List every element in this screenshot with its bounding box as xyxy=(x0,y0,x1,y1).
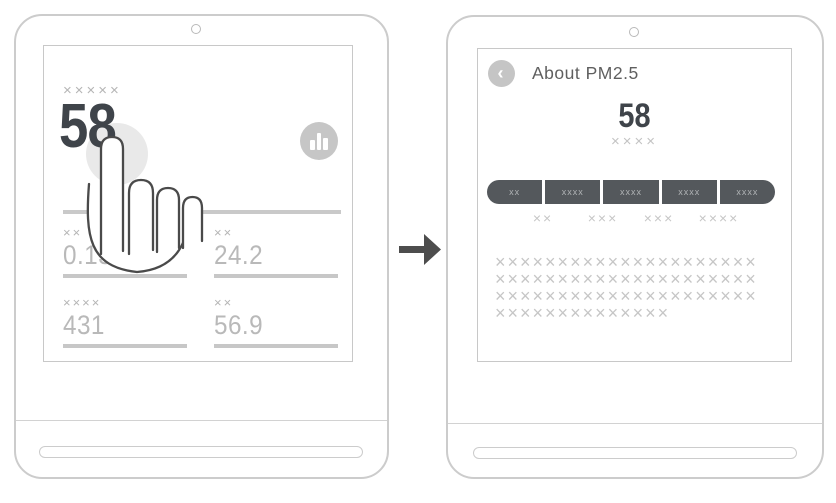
transition-arrow-icon xyxy=(399,234,441,265)
description-line: ×××××××××××××× xyxy=(495,303,671,323)
back-chevron-icon: ‹ xyxy=(497,62,504,83)
stat-value: 56.9 xyxy=(214,310,264,340)
pm-label: ××××× xyxy=(63,82,122,99)
description-text: ××××××××××××××××××××× ××××××××××××××××××… xyxy=(495,252,783,323)
scale-segment: xxxx xyxy=(545,180,601,204)
aqi-scale-bar: xx xxxx xxxx xxxx xxxx xyxy=(487,180,776,204)
stat-label: ×× xyxy=(214,225,234,240)
pm-value-large: 58 xyxy=(618,97,651,135)
camera-dot xyxy=(629,27,639,37)
right-device-screen: ‹ About PM2.5 58 ×××× xx xxxx xxxx xxxx … xyxy=(477,48,792,362)
description-line: ××××××××××××××××××××× xyxy=(495,286,758,306)
stat-value: 24.2 xyxy=(214,240,264,270)
speaker-slot xyxy=(473,447,797,459)
pointing-hand-icon xyxy=(86,135,204,274)
stat-cell: ×××× 431 xyxy=(63,295,193,348)
scale-segment: xxxx xyxy=(661,180,717,204)
scale-segment: xxxx xyxy=(603,180,659,204)
scale-tick: ××× xyxy=(587,210,619,226)
left-device: ××××× 58 ×× 0.13 xyxy=(14,14,389,479)
page-title: About PM2.5 xyxy=(532,63,639,83)
description-line: ××××××××××××××××××××× xyxy=(495,252,758,272)
device-base-divider xyxy=(16,420,387,421)
description-line: ××××××××××××××××××××× xyxy=(495,269,758,289)
pm-value-label: ×××× xyxy=(610,133,659,150)
speaker-slot xyxy=(39,446,363,458)
scale-segment: xxxx xyxy=(719,180,776,204)
stat-cell: ×× 24.2 xyxy=(214,225,344,278)
stat-cell: ×× 56.9 xyxy=(214,295,344,348)
scale-tick: ×××× xyxy=(698,210,740,226)
chart-button[interactable] xyxy=(300,122,338,160)
device-base-divider xyxy=(448,423,822,424)
scale-tick: ××× xyxy=(643,210,675,226)
stat-underline xyxy=(63,344,187,348)
stat-underline xyxy=(214,274,338,278)
left-device-screen: ××××× 58 ×× 0.13 xyxy=(43,45,353,362)
stat-underline xyxy=(214,344,338,348)
camera-dot xyxy=(191,24,201,34)
stat-underline xyxy=(63,274,187,278)
right-device: ‹ About PM2.5 58 ×××× xx xxxx xxxx xxxx … xyxy=(446,15,824,479)
stat-value: 431 xyxy=(63,310,105,340)
scale-segment: xx xyxy=(487,180,543,204)
scale-tick: ×× xyxy=(532,210,554,226)
stat-label: ×××× xyxy=(63,295,102,310)
stat-label: ×× xyxy=(63,225,83,240)
stat-label: ×× xyxy=(214,295,234,310)
back-button[interactable]: ‹ xyxy=(488,60,515,87)
